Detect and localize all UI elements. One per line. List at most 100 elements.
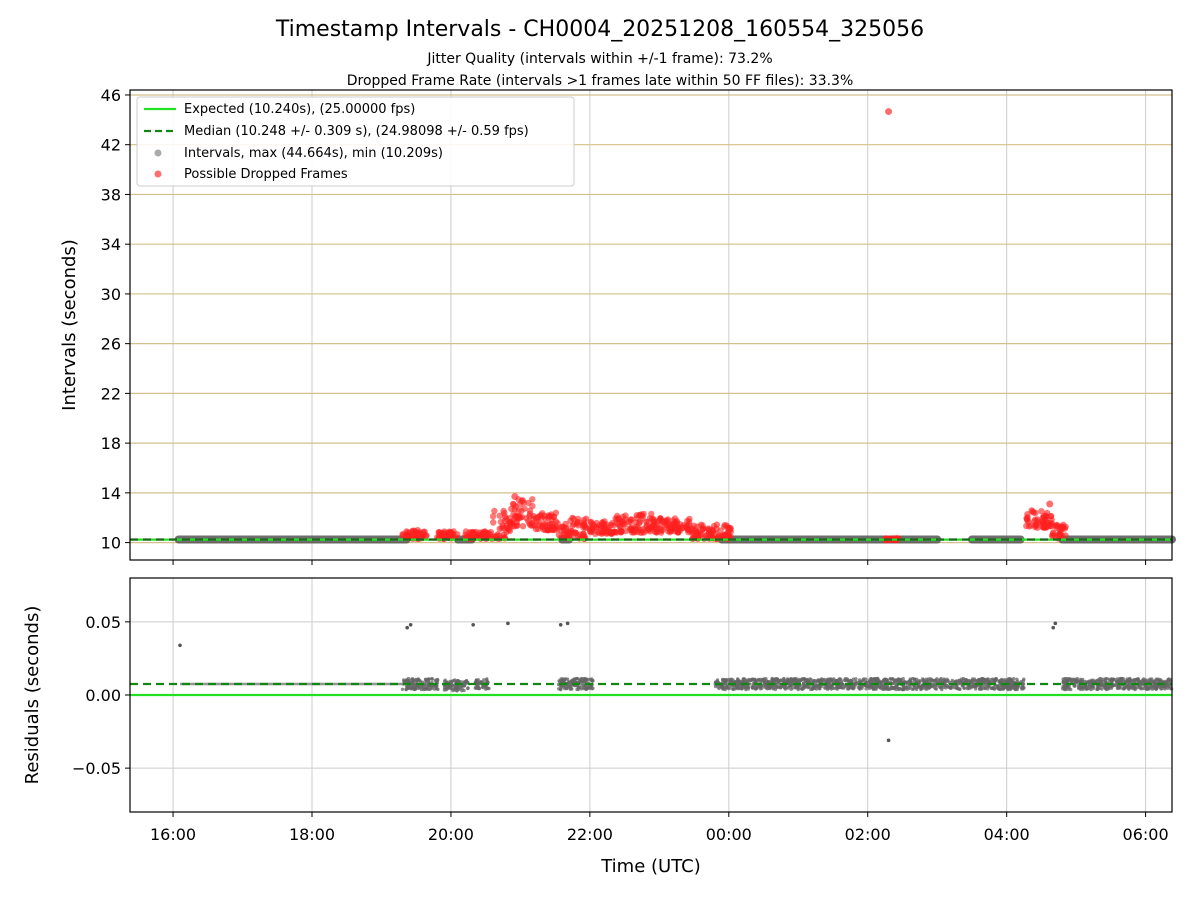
dropped-frame-point: [538, 511, 545, 519]
residuals-y-label: Residuals (seconds): [22, 606, 43, 785]
dropped-frame-point: [500, 507, 507, 515]
residual-point: [404, 684, 409, 688]
residual-point: [991, 677, 995, 681]
residual-point: [485, 678, 489, 682]
dropped-frame-point: [468, 530, 475, 537]
residual-point: [1154, 685, 1159, 689]
residual-point: [1133, 686, 1138, 691]
residual-point: [750, 677, 754, 682]
residual-point: [905, 687, 909, 691]
residual-point: [969, 685, 973, 690]
dropped-frame-point: [700, 525, 707, 532]
residual-point: [463, 682, 468, 686]
residual-point: [758, 687, 763, 691]
legend-intervals-label: Intervals, max (44.664s), min (10.209s): [184, 146, 443, 161]
residual-point: [899, 677, 903, 682]
dropped-frame-point: [618, 528, 625, 536]
residual-point: [1149, 679, 1154, 683]
dropped-frame-point: [512, 514, 519, 521]
dropped-frame-outlier-point: [1046, 500, 1054, 508]
dropped-frame-point: [725, 525, 732, 532]
residual-point: [771, 678, 775, 682]
residual-point: [1065, 685, 1069, 689]
residual-point: [974, 678, 978, 683]
residual-point: [1067, 677, 1072, 681]
residual-point: [881, 684, 885, 688]
residual-point: [838, 677, 843, 681]
residual-point: [851, 677, 856, 681]
intervals-y-tick-label: 46: [101, 86, 121, 105]
intervals-x-ticks: [172, 560, 1147, 565]
dropped-frame-point: [688, 526, 696, 533]
residual-point: [456, 687, 460, 691]
residual-point: [426, 687, 431, 691]
dropped-frame-point: [439, 530, 446, 538]
residual-point: [404, 687, 408, 692]
residual-point: [442, 679, 447, 684]
residual-point: [447, 684, 451, 689]
residual-point: [722, 677, 726, 682]
residual-point: [430, 684, 434, 688]
dropped-frame-point: [535, 525, 542, 532]
dropped-frame-point: [544, 521, 552, 529]
residual-point: [727, 677, 731, 682]
residual-point: [971, 682, 975, 687]
residual-point: [451, 683, 455, 688]
residual-point: [1138, 686, 1143, 690]
dropped-frame-point: [510, 501, 517, 508]
residual-outlier-point: [886, 738, 891, 743]
intervals-axes-frame: [129, 89, 1173, 561]
residual-point: [890, 686, 895, 690]
dropped-frame-point: [489, 513, 497, 520]
residual-point: [818, 686, 822, 691]
residual-point: [892, 678, 896, 682]
residual-point: [846, 687, 851, 691]
dropped-frame-point: [1042, 513, 1050, 520]
residuals-panel: −0.05 0.00 0.05 16:00 18:00 20:00 22:00 00:00 0…: [22, 577, 1174, 877]
residual-point: [950, 678, 954, 683]
time-tick-label: 18:00: [289, 825, 335, 844]
time-tick-label: 00:00: [706, 825, 752, 844]
residual-point: [864, 687, 868, 691]
residual-point: [480, 685, 485, 689]
residual-point: [805, 684, 810, 689]
residual-point: [1153, 680, 1158, 685]
residual-point: [1061, 687, 1065, 691]
residual-point: [816, 678, 820, 682]
dropped-frame-point: [628, 516, 635, 523]
residual-point: [751, 686, 755, 690]
residual-point: [1099, 679, 1103, 683]
residuals-marks: [130, 621, 1174, 743]
residual-point: [407, 686, 411, 690]
dropped-frame-point: [1058, 532, 1065, 539]
residual-point: [993, 678, 998, 682]
residual-point: [947, 685, 951, 689]
residual-point: [1073, 681, 1077, 685]
residual-point: [1064, 679, 1069, 684]
residual-point: [787, 682, 792, 686]
dropped-frame-point: [562, 520, 569, 528]
dropped-frame-point: [491, 507, 498, 515]
intervals-y-tick-label: 14: [101, 484, 121, 503]
residual-point: [887, 687, 891, 691]
residual-point: [868, 685, 872, 689]
residual-point: [1022, 677, 1026, 681]
residuals-x-ticks: 16:00 18:00 20:00 22:00 00:00 02:00 04:00 06:00: [150, 812, 1169, 844]
residual-point: [938, 678, 942, 682]
residual-point: [874, 685, 878, 689]
residual-point: [829, 687, 833, 691]
residual-point: [405, 678, 409, 682]
residual-point: [983, 686, 988, 691]
dropped-frame-point: [411, 527, 418, 534]
residual-point: [912, 677, 916, 681]
residual-point: [410, 677, 415, 681]
residual-point: [794, 685, 798, 690]
residual-point: [578, 678, 582, 682]
residuals-y-tick-label: 0.00: [85, 686, 121, 705]
residual-point: [716, 685, 720, 689]
dropped-frame-point: [519, 523, 527, 530]
residual-point: [888, 677, 892, 681]
residual-point: [435, 686, 439, 691]
dropped-frame-point: [713, 525, 720, 532]
dropped-frame-point: [1034, 524, 1041, 531]
